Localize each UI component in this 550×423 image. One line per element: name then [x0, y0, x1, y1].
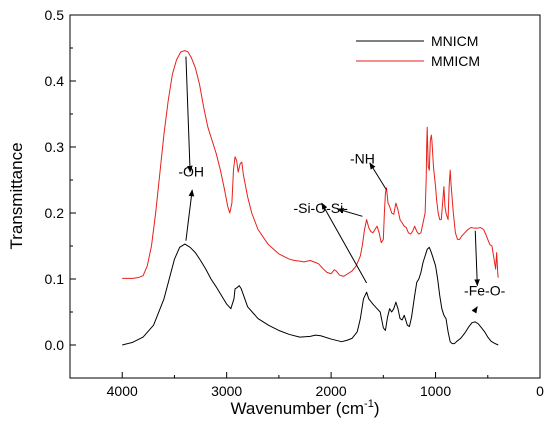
y-tick-label: 0.2	[45, 205, 65, 221]
plot-area	[69, 14, 541, 379]
x-tick-label: 2000	[316, 383, 347, 399]
annotation-layer: -OH -Si-O-Si- -NH -Fe-O-	[178, 56, 506, 314]
y-tick-label: 0.0	[45, 337, 65, 353]
y-tick-label: 0.3	[45, 139, 65, 155]
annotation-label: -OH	[178, 164, 204, 180]
x-axis: 4000 3000 2000 1000 0	[69, 372, 544, 399]
annotation-label: -NH	[350, 151, 375, 167]
x-tick-label: 1000	[420, 383, 451, 399]
legend-label-mnicm: MNICM	[431, 33, 478, 49]
annotation-label: -Fe-O-	[464, 283, 506, 299]
y-tick-label: 0.5	[45, 7, 65, 23]
y-axis-label: Transmittance	[7, 142, 26, 249]
x-tick-label: 0	[536, 383, 544, 399]
x-tick-label: 4000	[107, 383, 138, 399]
annotation-arrow	[185, 189, 195, 241]
series-layer	[122, 50, 499, 346]
x-tick-label: 3000	[211, 383, 242, 399]
legend-label-mmicm: MMICM	[431, 53, 480, 69]
series-line-mnicm	[122, 243, 499, 346]
annotation-arrow	[321, 202, 368, 284]
annotation-arrow	[474, 230, 480, 287]
x-axis-label: Wavenumber (cm-1)	[231, 398, 380, 418]
annotation-arrow	[369, 162, 387, 191]
legend: MNICM MMICM	[356, 33, 480, 69]
y-tick-label: 0.1	[45, 271, 65, 287]
y-axis: 0.0 0.1 0.2 0.3 0.4 0.5	[45, 7, 76, 379]
y-tick-label: 0.4	[45, 73, 65, 89]
annotation-arrow	[471, 306, 478, 314]
annotation-arrow	[336, 208, 363, 217]
series-line-mmicm	[122, 50, 499, 279]
annotation-label: -Si-O-Si-	[293, 200, 348, 216]
annotation-arrow	[185, 56, 193, 173]
